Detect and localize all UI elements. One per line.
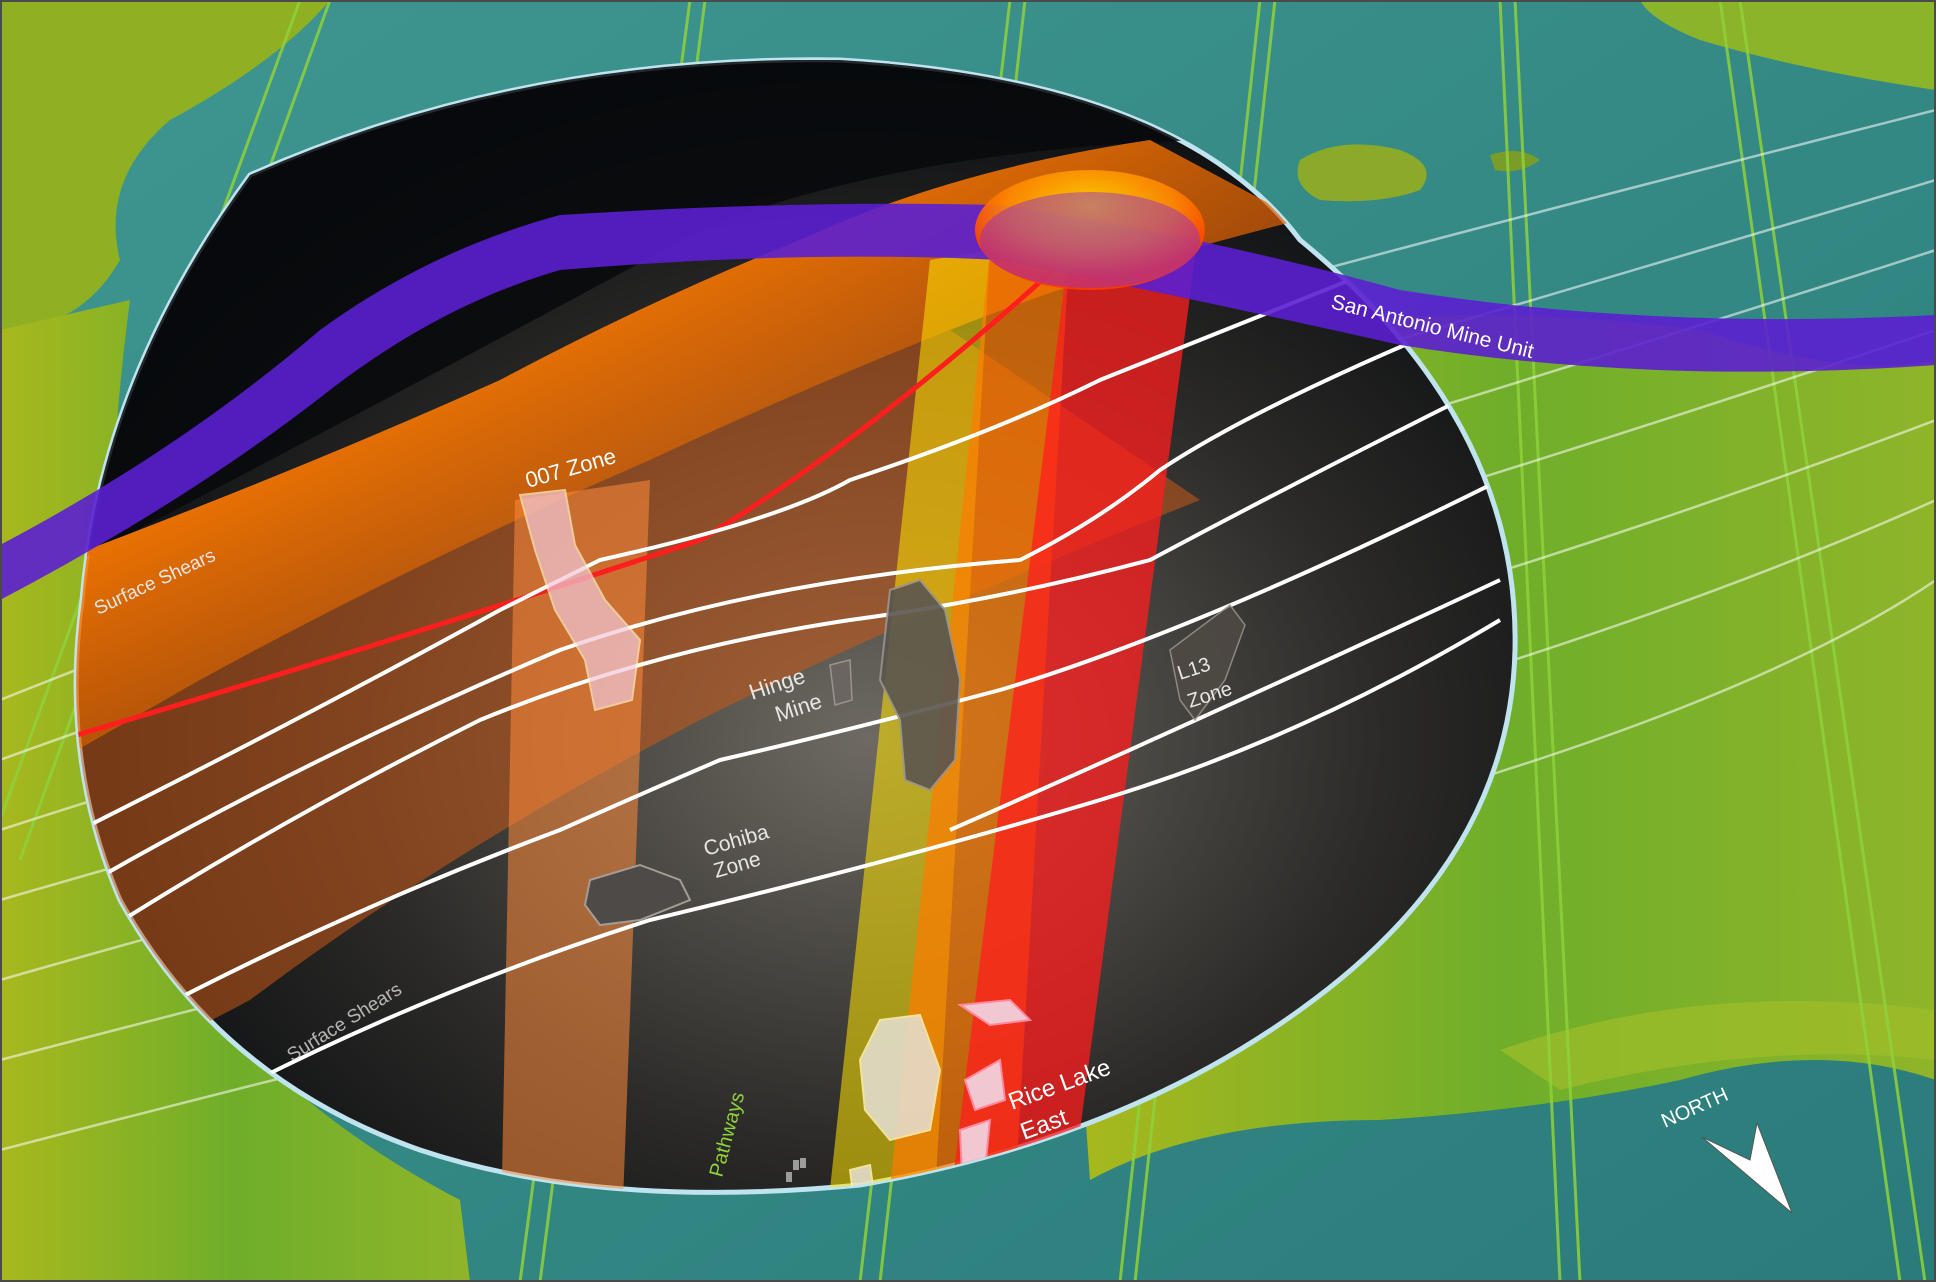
island-right-rocks: [1490, 151, 1540, 172]
scale-mark-2: [786, 1172, 792, 1182]
surface-shears-inside: [76, 238, 1502, 1122]
north-arrow-icon: [1701, 1121, 1793, 1214]
hinge-mine-small: [829, 659, 853, 706]
red-contact-line: [76, 178, 1152, 743]
scale-mark-3: [800, 1158, 806, 1168]
terrain-left-upper: [0, 0, 330, 330]
l13-zone-workings: [1169, 603, 1246, 722]
terrain-bottom-green: [1500, 1001, 1936, 1090]
zone-007-outline: [518, 488, 642, 712]
terrain-left-lower: [0, 300, 470, 1282]
scale-mark-1: [793, 1160, 799, 1170]
san-antonio-unit-band: [0, 203, 1936, 600]
source-blob: [975, 170, 1205, 290]
source-blob-overlay: [980, 192, 1200, 288]
disc-dark-upper: [76, 60, 1200, 560]
island-small: [1297, 144, 1427, 202]
hinge-mine-workings: [878, 578, 962, 792]
terrain-top-right: [1640, 0, 1936, 90]
cohiba-zone-workings: [583, 863, 692, 927]
